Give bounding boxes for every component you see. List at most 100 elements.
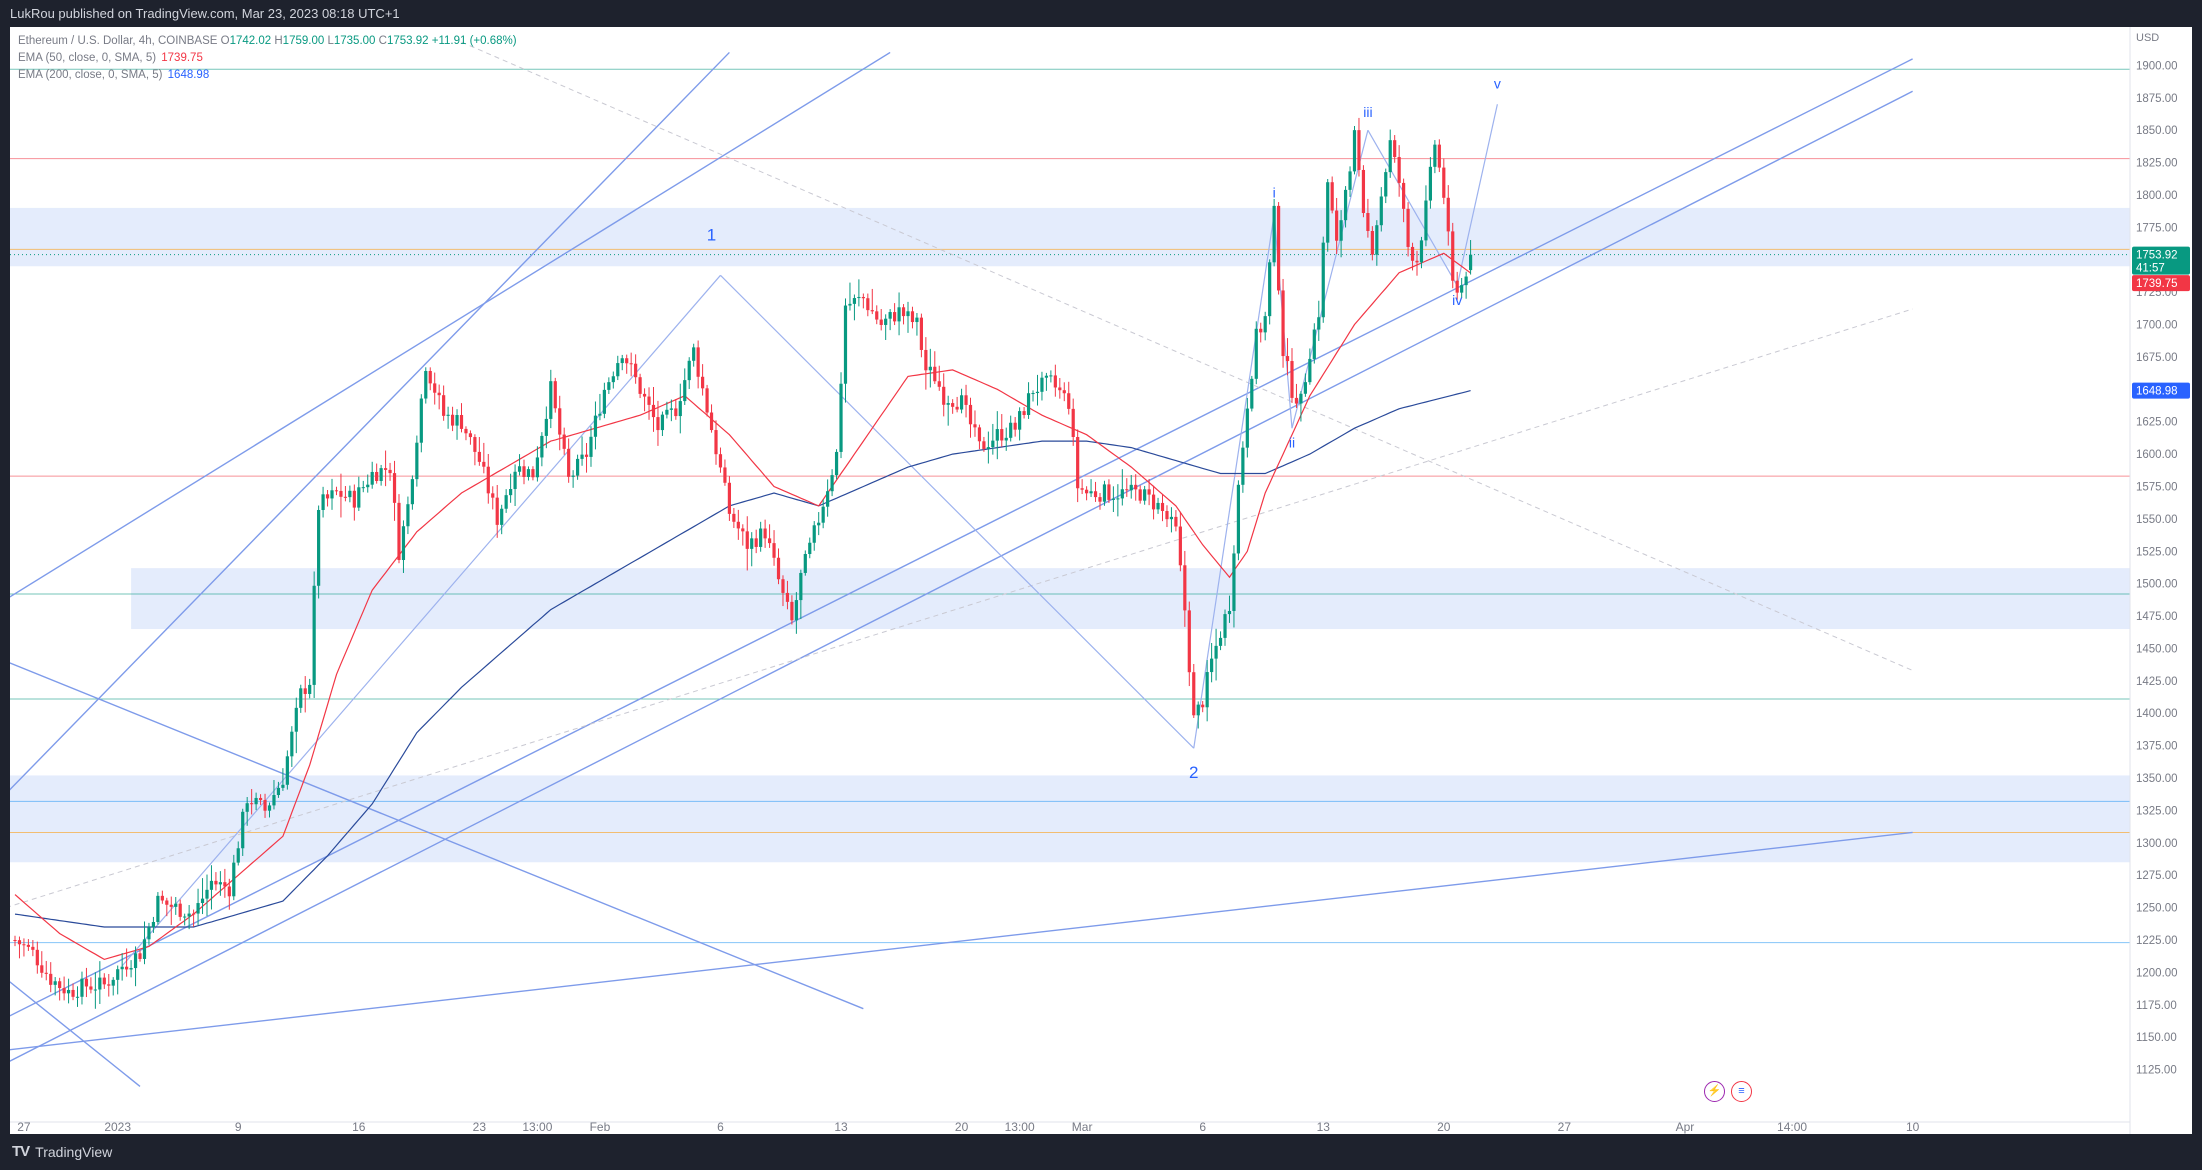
candle-body: [1330, 182, 1334, 211]
tv-logo-icon: TV: [12, 1143, 30, 1160]
candle: [343, 486, 348, 502]
price-tick-label: 1550.00: [2136, 514, 2178, 526]
candle: [442, 385, 446, 421]
lightning-icon[interactable]: ⚡: [1704, 1081, 1725, 1102]
candle-body: [1116, 498, 1120, 500]
candle-body: [1080, 488, 1084, 490]
candle-body: [428, 370, 432, 384]
candle-body: [589, 436, 593, 457]
price-tick-label: 1450.00: [2136, 643, 2178, 655]
candle-body: [89, 986, 93, 990]
candle: [553, 377, 557, 413]
tradingview-logo[interactable]: TV TradingView: [12, 1143, 112, 1160]
candle-body: [383, 468, 388, 470]
candle-body: [71, 989, 75, 997]
chart-canvas[interactable]: 12iiiiiiivvUSD1125.001150.001175.001200.…: [10, 27, 2192, 1134]
candle-body: [852, 298, 857, 304]
candle-body: [513, 471, 517, 490]
price-tick-label: 1525.00: [2136, 546, 2178, 558]
candle-body: [1468, 254, 1473, 271]
candle: [531, 466, 535, 481]
candle: [875, 305, 879, 325]
candle-body: [491, 493, 495, 498]
legend-high: 1759.00: [282, 35, 325, 47]
candle: [401, 520, 406, 573]
candle: [1388, 129, 1392, 178]
candle-body: [830, 475, 834, 492]
candle-body: [1352, 130, 1357, 172]
candle: [17, 936, 22, 959]
candle-body: [1102, 484, 1107, 502]
candle-body: [982, 441, 986, 449]
candle-body: [406, 504, 410, 527]
legend-symbol[interactable]: Ethereum / U.S. Dollar, 4h, COINBASE: [18, 35, 218, 47]
candle-body: [1178, 526, 1182, 566]
candle-body: [1053, 375, 1057, 388]
candle: [232, 854, 236, 901]
candle: [1134, 474, 1138, 501]
legend-ema200-row[interactable]: EMA (200, close, 0, SMA, 5) 1648.98: [18, 67, 517, 84]
candle: [517, 454, 522, 476]
candle-body: [692, 347, 696, 361]
candle-body: [102, 977, 106, 985]
candle-body: [401, 526, 406, 561]
candle: [1415, 250, 1419, 276]
candle: [1156, 497, 1160, 514]
candle-body: [75, 996, 80, 998]
price-tick-label: 1125.00: [2136, 1065, 2177, 1077]
candle: [1335, 197, 1339, 255]
candle-body: [669, 408, 673, 410]
time-tick-label: 13:00: [1005, 1120, 1035, 1134]
candle: [1361, 165, 1366, 218]
candle-body: [1437, 144, 1441, 168]
candle-body: [705, 388, 709, 413]
candle-body: [120, 966, 124, 970]
candle-body: [937, 381, 941, 387]
legend-low-label: L: [327, 35, 334, 47]
candle: [799, 569, 803, 620]
candle-body: [839, 383, 843, 452]
candle: [723, 459, 727, 486]
candle: [1294, 383, 1299, 408]
candle: [1120, 469, 1124, 506]
candle: [964, 384, 968, 418]
candle-body: [977, 427, 982, 442]
candle-body: [995, 429, 999, 441]
candle: [607, 377, 611, 394]
price-tick-label: 1200.00: [2136, 967, 2178, 979]
candle: [1303, 373, 1307, 397]
candle: [120, 953, 124, 981]
candle-body: [808, 542, 812, 555]
us-flag-icon[interactable]: ≡: [1731, 1081, 1752, 1102]
price-tick-label: 1425.00: [2136, 676, 2178, 688]
candle-body: [357, 487, 361, 508]
candle: [290, 726, 294, 767]
candle: [852, 294, 857, 321]
candle-body: [218, 882, 222, 885]
candle-body: [500, 508, 504, 525]
candle: [187, 905, 191, 930]
candle: [254, 792, 258, 811]
candle-body: [754, 538, 758, 547]
candle: [808, 537, 812, 559]
candle-body: [276, 787, 281, 796]
candle-body: [133, 953, 138, 969]
candle-body: [437, 392, 441, 396]
candle-body: [736, 521, 740, 529]
candle: [1321, 236, 1325, 323]
candle: [1210, 642, 1214, 683]
candle-body: [727, 482, 731, 514]
candle-body: [620, 358, 624, 364]
candle-body: [1455, 280, 1459, 293]
candle-body: [1120, 489, 1124, 499]
publisher-text: LukRou published on TradingView.com, Mar…: [10, 6, 400, 21]
legend-ema50-row[interactable]: EMA (50, close, 0, SMA, 5) 1739.75: [18, 50, 517, 67]
time-tick-label: 9: [235, 1120, 242, 1134]
candle-body: [379, 468, 383, 481]
candle: [1393, 135, 1397, 163]
candle-body: [308, 684, 312, 694]
candle: [919, 313, 923, 358]
candle: [1308, 348, 1312, 385]
candle-body: [477, 451, 481, 462]
candle-body: [848, 303, 852, 306]
